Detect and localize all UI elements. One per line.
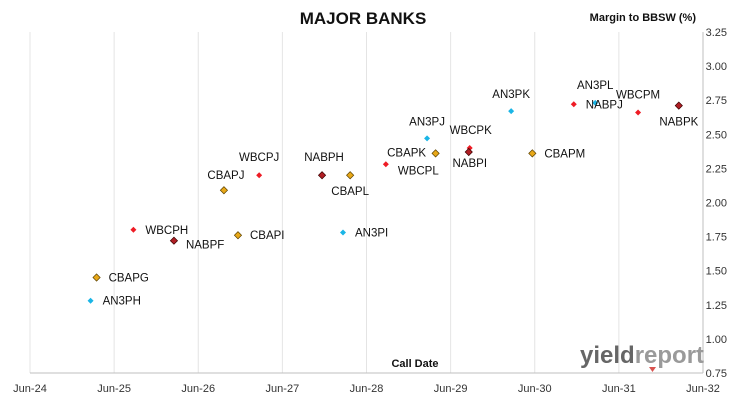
point-nabpi	[464, 147, 473, 157]
point-nabph	[317, 171, 327, 180]
label-cbapm: CBAPM	[544, 148, 585, 160]
y-tick-label: 1.25	[706, 300, 727, 312]
logo-mark-icon	[649, 367, 656, 372]
point-wbcpm	[635, 109, 642, 116]
x-tick-labels: Jun-24 Jun-25 Jun-26 Jun-27 Jun-28 Jun-29 Jun-…	[13, 383, 720, 395]
label-cbapj: CBAPJ	[207, 170, 244, 182]
data-points	[87, 99, 683, 304]
x-tick-label: Jun-31	[602, 383, 636, 395]
x-tick-label: Jun-29	[434, 383, 468, 395]
x-tick-label: Jun-32	[686, 383, 720, 395]
label-an3pj: AN3PJ	[409, 116, 445, 128]
point-nabpk	[674, 101, 683, 110]
x-axis-title: Call Date	[391, 358, 438, 370]
x-tick-label: Jun-27	[266, 383, 300, 395]
label-nabpj: NABPJ	[586, 99, 623, 111]
y-tick-labels: 0.75 1.00 1.25 1.50 1.75 2.00 2.25 2.50 2.75 3.00…	[706, 27, 727, 380]
point-an3pi	[340, 229, 347, 236]
label-wbcpm: WBCPM	[616, 89, 660, 101]
point-an3pj	[424, 135, 431, 142]
y-tick-label: 1.50	[706, 266, 727, 278]
y-tick-label: 1.00	[706, 334, 727, 346]
point-cbapj	[219, 186, 229, 195]
x-tick-label: Jun-24	[13, 383, 47, 395]
y-tick-label: 2.75	[706, 95, 727, 107]
label-wbcpl: WBCPL	[398, 165, 440, 177]
point-wbcph	[130, 226, 137, 233]
label-an3ph: AN3PH	[103, 296, 141, 308]
point-an3pk	[508, 108, 515, 115]
logo-text-report: report	[635, 342, 704, 369]
y-tick-label: 2.50	[706, 129, 727, 141]
x-tick-label: Jun-28	[350, 383, 384, 395]
y-tick-label: 2.25	[706, 163, 727, 175]
label-cbapg: CBAPG	[109, 273, 149, 285]
svg-text:yieldreport: yieldreport	[580, 342, 704, 369]
point-cbapk	[431, 149, 440, 158]
data-labels: AN3PH CBAPG WBCPH NABPF CBAPJ CBAPI WBCPJ NABPH…	[103, 80, 699, 308]
label-wbcpj: WBCPJ	[239, 152, 279, 164]
y-tick-label: 0.75	[706, 368, 727, 380]
point-wbcpj	[256, 172, 263, 179]
label-cbapl: CBAPL	[331, 186, 369, 198]
x-tick-label: Jun-25	[97, 383, 131, 395]
y-tick-label: 2.00	[706, 198, 727, 210]
point-an3ph	[87, 297, 94, 304]
logo-text-yield: yield	[580, 342, 635, 369]
point-an3pl	[592, 99, 599, 106]
label-nabpk: NABPK	[659, 117, 698, 129]
point-nabpf	[169, 236, 179, 245]
point-wbcpl	[382, 161, 389, 168]
label-wbcpk: WBCPK	[450, 125, 493, 137]
point-cbapg	[92, 273, 101, 282]
label-nabpf: NABPF	[186, 240, 224, 252]
point-cbapm	[528, 149, 537, 158]
label-nabpi: NABPI	[453, 158, 488, 170]
yieldreport-logo: yieldreport	[580, 342, 704, 372]
label-wbcph: WBCPH	[145, 225, 188, 237]
point-cbapi	[233, 231, 243, 240]
label-cbapi: CBAPI	[250, 230, 285, 242]
label-an3pi: AN3PI	[355, 228, 388, 240]
label-an3pl: AN3PL	[577, 80, 614, 92]
y-axis-title: Margin to BBSW (%)	[590, 12, 697, 24]
x-tick-label: Jun-26	[181, 383, 215, 395]
y-tick-label: 1.75	[706, 232, 727, 244]
label-an3pk: AN3PK	[492, 89, 530, 101]
y-tick-label: 3.00	[706, 61, 727, 73]
point-nabpj	[570, 101, 577, 108]
x-tick-label: Jun-30	[518, 383, 552, 395]
label-nabph: NABPH	[304, 152, 344, 164]
label-cbapk: CBAPK	[387, 147, 426, 159]
gridlines	[29, 32, 620, 373]
point-cbapl	[346, 171, 355, 180]
chart-title: MAJOR BANKS	[300, 9, 427, 28]
y-tick-label: 3.25	[706, 27, 727, 39]
